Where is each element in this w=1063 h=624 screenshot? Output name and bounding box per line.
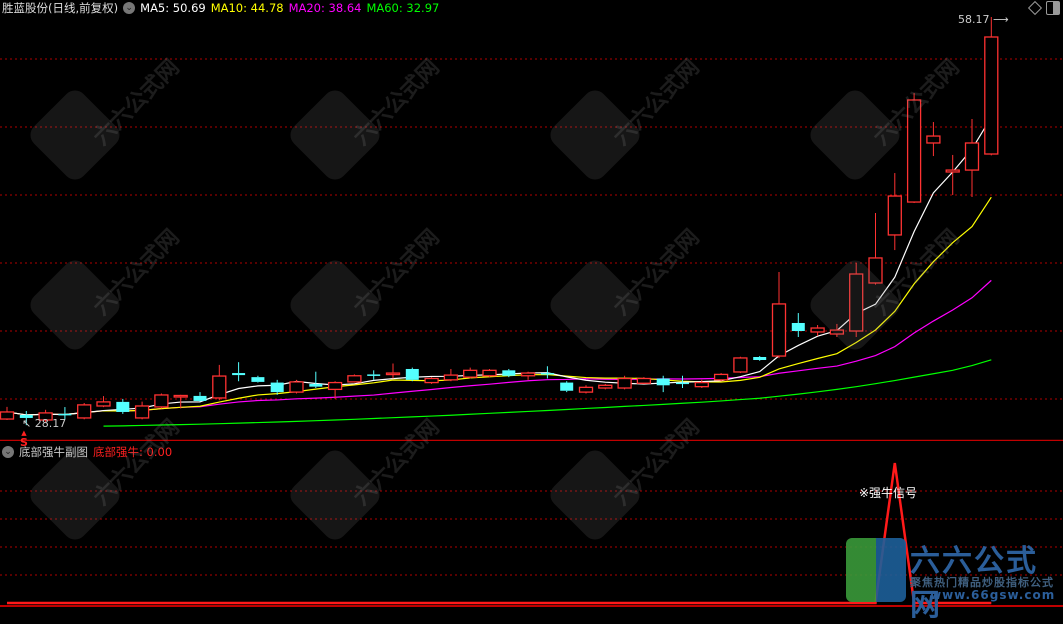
candle-body: [964, 142, 980, 171]
ma10-value: MA10: 44.78: [210, 1, 284, 15]
candle-body: [463, 369, 478, 378]
arrow-right-icon: ⟶: [989, 13, 1009, 26]
candle-body: [656, 378, 670, 386]
candle-body: [347, 375, 362, 383]
candle-body: [520, 372, 536, 377]
arrow-left-icon: ↖: [22, 417, 35, 430]
marker-label: S: [20, 436, 28, 449]
logo-slogan: 聚焦热门精品炒股指标公式: [910, 576, 1054, 589]
signal-line: [7, 462, 992, 605]
candle-body: [598, 384, 613, 389]
ma5-value: MA5: 50.69: [140, 1, 206, 15]
chart-header: 胜蓝股份(日线,前复权) ⌄ MA5: 50.69 MA10: 44.78 MA…: [2, 0, 439, 16]
candle-body: [713, 373, 729, 381]
ma60-value: MA60: 32.97: [366, 1, 440, 15]
candle-body: [906, 99, 922, 203]
candle-body: [868, 257, 883, 284]
candle-body: [540, 373, 554, 375]
candle-body: [385, 372, 401, 376]
candle-body: [771, 303, 787, 357]
candle-body: [19, 414, 33, 418]
ma20-value: MA20: 38.64: [288, 1, 362, 15]
sub-title: 底部强牛副图: [19, 445, 88, 459]
candle-body: [482, 369, 497, 377]
candle-body: [443, 374, 459, 381]
logo-pulse-icon: [846, 538, 906, 602]
candle-body: [676, 382, 689, 385]
candle-body: [251, 377, 265, 382]
indicator-chart[interactable]: [0, 441, 1063, 610]
stock-title: 胜蓝股份(日线,前复权): [2, 1, 119, 15]
candle-body: [309, 383, 323, 387]
chevron-down-icon[interactable]: ⌄: [123, 2, 136, 14]
signal-label: ※强牛信号: [859, 486, 918, 500]
candle-body: [134, 405, 150, 419]
candle-body: [926, 135, 941, 144]
candle-body: [77, 404, 92, 419]
candle-body: [733, 357, 748, 373]
ma5-line: [6, 116, 992, 416]
chevron-down-icon[interactable]: ⌄: [2, 446, 14, 458]
panel-toggle-icon[interactable]: [1046, 1, 1060, 15]
low-price-label: ↖ 28.17: [22, 417, 66, 430]
candle-body: [289, 381, 304, 393]
ma60-line: [103, 359, 992, 427]
candle-body: [810, 327, 825, 333]
candle-body: [424, 377, 439, 384]
candle-body: [173, 394, 188, 398]
site-logo: 六六公式网 聚焦热门精品炒股指标公式 www.66gsw.com: [846, 538, 1061, 623]
candle-body: [984, 36, 999, 155]
high-price-value: 58.17: [958, 13, 990, 26]
candle-body: [945, 169, 960, 173]
candle-body: [617, 377, 632, 389]
sub-header: ⌄ 底部强牛副图 底部强牛: 0.00: [2, 444, 172, 460]
candle-body: [887, 195, 902, 236]
candle-body: [849, 273, 864, 332]
candle-body: [694, 381, 709, 388]
candle-body: [560, 382, 574, 391]
candle-body: [753, 357, 767, 360]
candle-body: [38, 412, 53, 421]
candle-body: [367, 374, 381, 376]
candle-body: [502, 370, 516, 376]
candle-body: [212, 375, 227, 399]
candle-body: [636, 377, 652, 384]
ma10-line: [6, 196, 992, 416]
high-price-label: 58.17 ⟶: [958, 13, 1009, 26]
sub-value: 底部强牛: 0.00: [93, 445, 173, 459]
candle-body: [154, 394, 169, 408]
logo-url: www.66gsw.com: [930, 588, 1056, 602]
candle-body: [116, 401, 130, 412]
candle-body: [96, 401, 111, 407]
candle-body: [791, 322, 805, 332]
low-price-value: 28.17: [34, 417, 67, 430]
candle-body: [0, 411, 15, 420]
candle-body: [58, 413, 72, 416]
price-chart[interactable]: [0, 0, 1063, 441]
arrow-up-icon: ▲: [21, 429, 27, 437]
candle-body: [270, 382, 284, 393]
candle-body: [232, 373, 246, 376]
buy-marker: ▲ S: [20, 428, 28, 448]
candle-body: [193, 395, 207, 401]
candle-body: [327, 381, 343, 391]
candle-body: [829, 329, 845, 335]
candle-body: [405, 368, 419, 380]
candle-body: [578, 386, 594, 393]
